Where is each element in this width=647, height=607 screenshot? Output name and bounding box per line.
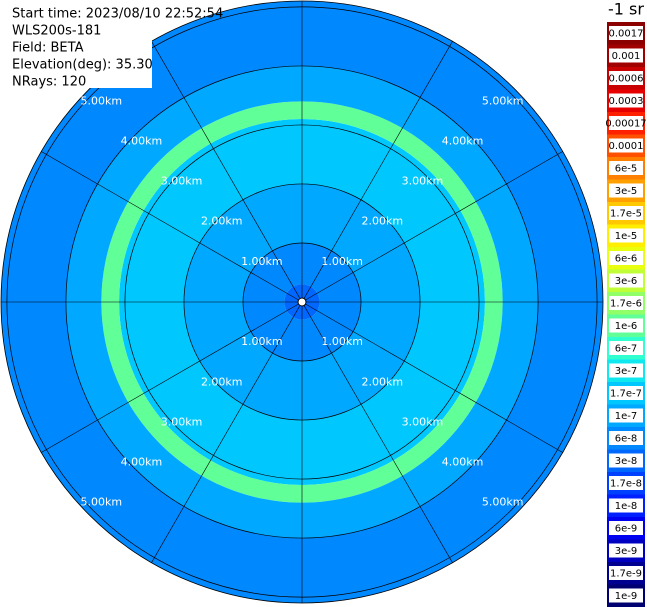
info-line: Field: BETA xyxy=(12,41,84,56)
info: Start time: 2023/08/10 22:52:54 WLS200s-1… xyxy=(12,7,223,90)
colorbar-label: 1e-8 xyxy=(615,501,638,512)
range-label: 3.00km xyxy=(402,415,444,428)
colorbar-label: 6e-5 xyxy=(615,164,638,175)
ppi-field xyxy=(0,0,604,604)
range-label: 1.00km xyxy=(241,255,283,268)
colorbar-label: 0.0006 xyxy=(609,74,644,85)
colorbar-label-bg xyxy=(609,48,643,63)
colorbar: 0.0017 0.001 0.0006 0.0003 0.00017 0.0001 6e-5… xyxy=(605,22,647,607)
range-label: 4.00km xyxy=(121,456,163,469)
colorbar-label-bg xyxy=(609,138,643,153)
colorbar-label-bg xyxy=(609,116,643,130)
colorbar-label: 6e-7 xyxy=(615,344,638,355)
range-label: 3.00km xyxy=(402,175,444,188)
range-label: 2.00km xyxy=(201,215,243,228)
colorbar-label-bg xyxy=(609,543,643,558)
colorbar-label: 1.7e-9 xyxy=(610,569,642,580)
colorbar-label-bg xyxy=(609,408,643,423)
colorbar-label: 0.0001 xyxy=(609,141,644,152)
colorbar-label-bg xyxy=(609,318,643,333)
colorbar-label: 0.0003 xyxy=(609,96,644,107)
colorbar-label: 0.0017 xyxy=(609,29,644,40)
range-label: 4.00km xyxy=(442,456,484,469)
colorbar-label-bg xyxy=(609,183,643,198)
range-ring xyxy=(6,6,598,598)
range-bin xyxy=(183,183,421,421)
range-label: 2.00km xyxy=(201,375,243,388)
range-label: 4.00km xyxy=(442,134,484,147)
range-ring xyxy=(242,242,362,362)
colorbar-label: 6e-8 xyxy=(615,434,638,445)
colorbar-label: 1.7e-5 xyxy=(610,209,642,220)
colorbar-label: 1e-9 xyxy=(615,591,638,602)
info-box xyxy=(8,4,152,88)
range-label: 5.00km xyxy=(482,496,524,509)
origin xyxy=(297,297,307,307)
colorbar-label-bg xyxy=(609,26,643,40)
colorbar-label: 3e-9 xyxy=(615,546,638,557)
colorbar-label-bg xyxy=(609,93,643,108)
colorbar-label-bg xyxy=(609,273,643,288)
colorbar-label-bg xyxy=(609,296,643,310)
range-label: 3.00km xyxy=(161,175,203,188)
colorbar-label: 6e-6 xyxy=(615,254,638,265)
colorbar-label-bg xyxy=(609,161,643,175)
range-label: 4.00km xyxy=(121,134,163,147)
range-label: 3.00km xyxy=(161,415,203,428)
colorbar-label: 1e-7 xyxy=(615,411,638,422)
colorbar-label: 1.7e-6 xyxy=(610,299,642,310)
info-line: NRays: 120 xyxy=(12,75,86,90)
polar-grid: 1.00km 1.00km 1.00km 1.00km 2.00km 2.00km 2.00… xyxy=(0,0,604,604)
colorbar-label: 1e-6 xyxy=(615,321,638,332)
colorbar-label: 0.001 xyxy=(612,51,641,62)
info-line: Start time: 2023/08/10 22:52:54 xyxy=(12,7,223,22)
colorbar-label-bg xyxy=(609,476,643,490)
colorbar-label: 3e-8 xyxy=(615,456,638,467)
colorbar-label-bg xyxy=(609,341,643,355)
range-bin xyxy=(242,242,362,362)
range-label: 1.00km xyxy=(321,335,363,348)
range-label: 5.00km xyxy=(81,496,123,509)
range-ring xyxy=(65,65,539,539)
colorbar-label-bg xyxy=(609,228,643,243)
colorbar-label-bg xyxy=(609,206,643,220)
colorbar-title: -1 sr xyxy=(608,0,644,19)
colorbar-label-bg xyxy=(609,566,643,580)
colorbar-label: 3e-7 xyxy=(615,366,638,377)
colorbar-label: 1e-5 xyxy=(615,231,638,242)
colorbar-label-bg xyxy=(609,431,643,445)
colorbar-label: 6e-9 xyxy=(615,524,638,535)
range-bin xyxy=(119,119,485,485)
range-label: 5.00km xyxy=(482,94,524,107)
colorbar-label-bg xyxy=(609,453,643,468)
range-label: 1.00km xyxy=(241,335,283,348)
colorbar-label: 1.7e-7 xyxy=(610,389,642,400)
range-label: 2.00km xyxy=(361,375,403,388)
colorbar-label-bg xyxy=(609,386,643,400)
colorbar-label-bg xyxy=(609,251,643,265)
range-ring xyxy=(183,183,421,421)
colorbar-label-bg xyxy=(609,363,643,378)
colorbar-label-bg xyxy=(609,498,643,513)
range-ring xyxy=(124,124,480,480)
colorbar-label: 1.7e-8 xyxy=(610,479,642,490)
colorbar-label: 0.00017 xyxy=(605,119,646,130)
range-label: 2.00km xyxy=(361,215,403,228)
colorbar-label-bg xyxy=(609,71,643,85)
info-line: WLS200s-181 xyxy=(12,24,101,39)
range-label: 1.00km xyxy=(321,255,363,268)
colorbar-label: 3e-6 xyxy=(615,276,638,287)
colorbar-label: 3e-5 xyxy=(615,186,638,197)
info-line: Elevation(deg): 35.30 xyxy=(12,58,153,73)
range-label: 5.00km xyxy=(81,94,123,107)
colorbar-label-bg xyxy=(609,588,643,603)
colorbar-label-bg xyxy=(609,521,643,535)
